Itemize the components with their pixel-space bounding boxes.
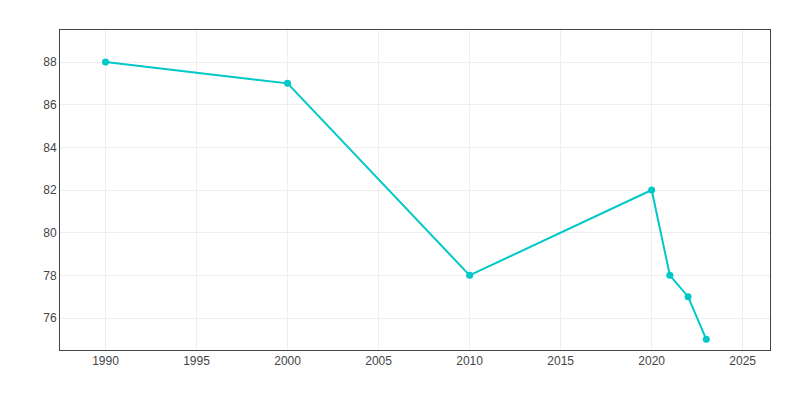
svg-text:2000: 2000: [274, 354, 301, 368]
svg-text:1990: 1990: [92, 354, 119, 368]
svg-text:80: 80: [43, 226, 57, 240]
svg-text:84: 84: [43, 141, 57, 155]
svg-text:88: 88: [43, 55, 57, 69]
svg-text:2015: 2015: [547, 354, 574, 368]
svg-text:78: 78: [43, 269, 57, 283]
svg-text:2020: 2020: [638, 354, 665, 368]
svg-text:86: 86: [43, 98, 57, 112]
svg-text:76: 76: [43, 311, 57, 325]
svg-text:82: 82: [43, 183, 57, 197]
svg-text:2005: 2005: [365, 354, 392, 368]
svg-text:2025: 2025: [729, 354, 756, 368]
svg-text:2010: 2010: [456, 354, 483, 368]
svg-text:1995: 1995: [183, 354, 210, 368]
